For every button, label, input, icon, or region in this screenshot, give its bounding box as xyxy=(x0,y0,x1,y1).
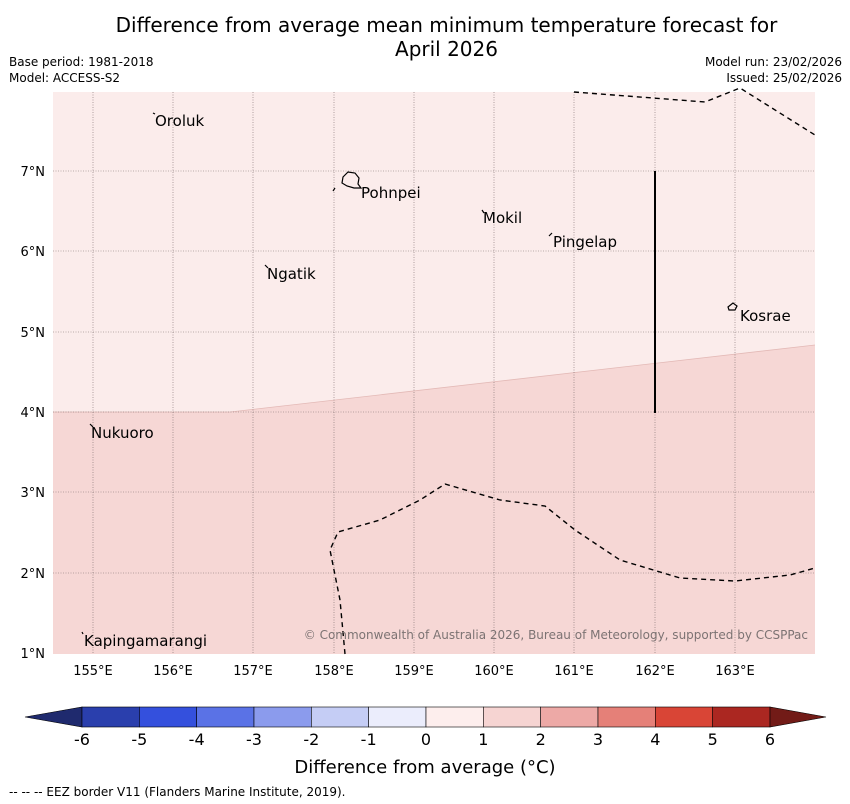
lat-label-5n: 5°N xyxy=(21,326,46,341)
pohnpei-island xyxy=(341,171,363,189)
colorbar-segment xyxy=(712,706,771,728)
forecast-map: Oroluk Pohnpei Mokil Pingelap Ngatik Kos… xyxy=(21,87,816,679)
base-period: Base period: 1981-2018 xyxy=(9,55,154,69)
kosrae-island xyxy=(727,302,738,311)
colorbar-tick-label: -2 xyxy=(303,730,320,749)
colorbar-tick-label: -1 xyxy=(360,730,377,749)
colorbar-tick-label: 1 xyxy=(478,730,489,749)
colorbar-tick-label: 3 xyxy=(592,730,604,749)
lat-label-1n: 1°N xyxy=(21,647,46,662)
gridlines xyxy=(53,92,815,654)
lon-label-157e: 157°E xyxy=(233,664,273,679)
colorbar-segment xyxy=(655,706,713,728)
lat-label-3n: 3°N xyxy=(21,486,46,501)
colorbar-tick-label: 2 xyxy=(535,730,546,749)
colorbar-segment xyxy=(196,706,255,728)
lat-label-7n: 7°N xyxy=(21,165,46,180)
colorbar-segment xyxy=(311,706,369,728)
colorbar-tick-label: -3 xyxy=(246,730,262,749)
anomaly-region-1-2 xyxy=(53,345,815,654)
copyright-notice: © Commonwealth of Australia 2026, Bureau… xyxy=(304,628,808,642)
issued-date: Issued: 25/02/2026 xyxy=(726,71,842,85)
colorbar-segment xyxy=(139,706,197,728)
lon-label-160e: 160°E xyxy=(474,664,514,679)
region-boundary xyxy=(53,344,816,413)
title-line-1: Difference from average mean minimum tem… xyxy=(115,13,778,37)
lon-label-158e: 158°E xyxy=(314,664,354,679)
lat-label-4n: 4°N xyxy=(21,406,46,421)
colorbar-segment xyxy=(540,706,599,728)
colorbar xyxy=(24,706,827,728)
colorbar-tick-label: -4 xyxy=(188,730,205,749)
page-title: Difference from average mean minimum tem… xyxy=(0,13,850,61)
model-name: Model: ACCESS-S2 xyxy=(9,71,121,85)
colorbar-tick-label: -6 xyxy=(74,730,90,749)
colorbar-segment xyxy=(368,706,427,728)
colorbar-segment xyxy=(81,706,140,728)
colorbar-segment xyxy=(425,706,484,728)
title-line-2: April 2026 xyxy=(395,37,498,61)
lat-label-2n: 2°N xyxy=(21,567,46,582)
lat-label-6n: 6°N xyxy=(21,245,46,260)
lon-label-163e: 163°E xyxy=(715,664,755,679)
footer-note: -- -- -- EEZ border V11 (Flanders Marine… xyxy=(9,785,346,799)
label-pohnpei: Pohnpei xyxy=(361,184,421,202)
colorbar-segment xyxy=(483,706,541,728)
meta-left: Base period: 1981-2018 Model: ACCESS-S2 xyxy=(9,54,154,86)
colorbar-tick-label: 4 xyxy=(650,730,661,749)
lon-label-159e: 159°E xyxy=(394,664,434,679)
label-mokil: Mokil xyxy=(483,209,522,227)
colorbar-tick-label: 0 xyxy=(420,730,432,749)
colorbar-segment xyxy=(253,706,312,728)
colorbar-tick-label: 6 xyxy=(764,730,776,749)
label-kosrae: Kosrae xyxy=(740,307,791,325)
colorbar-tick-label: -5 xyxy=(131,730,148,749)
colorbar-extend-high xyxy=(769,706,827,728)
lon-label-161e: 161°E xyxy=(554,664,594,679)
meta-right: Model run: 23/02/2026 Issued: 25/02/2026 xyxy=(705,54,842,86)
colorbar-tick-label: 5 xyxy=(707,730,718,749)
label-nukuoro: Nukuoro xyxy=(91,424,154,442)
colorbar-extend-low xyxy=(24,706,83,728)
label-kapingamarangi: Kapingamarangi xyxy=(84,632,207,650)
model-run: Model run: 23/02/2026 xyxy=(704,55,842,69)
colorbar-label: Difference from average (°C) xyxy=(294,757,556,778)
lon-label-162e: 162°E xyxy=(635,664,675,679)
eez-borders xyxy=(329,87,816,655)
islands xyxy=(81,112,738,635)
lon-label-156e: 156°E xyxy=(153,664,193,679)
lon-label-155e: 155°E xyxy=(73,664,113,679)
label-oroluk: Oroluk xyxy=(155,112,204,130)
label-ngatik: Ngatik xyxy=(267,265,316,283)
colorbar-segment xyxy=(597,706,656,728)
label-pingelap: Pingelap xyxy=(553,233,617,251)
